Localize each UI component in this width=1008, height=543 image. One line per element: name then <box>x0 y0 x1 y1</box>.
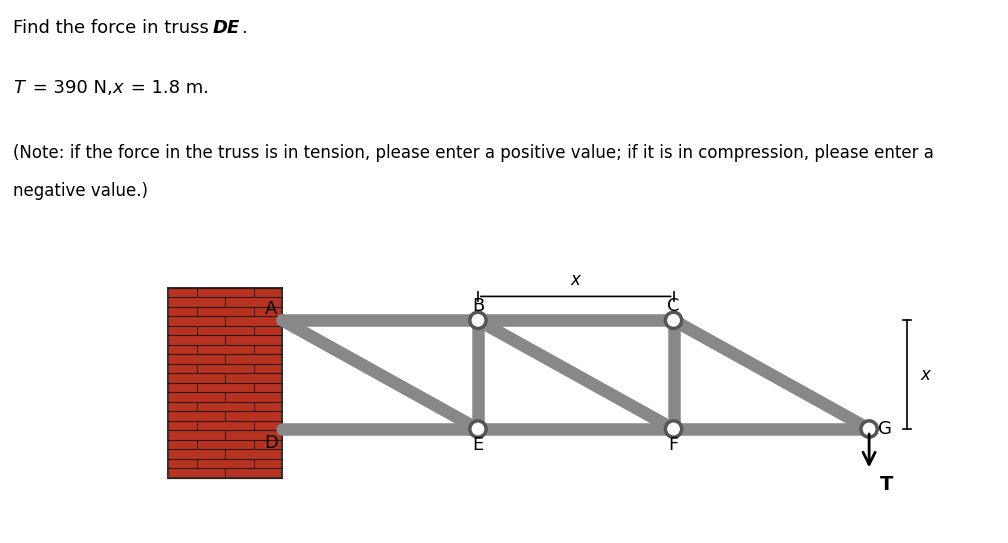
Text: x: x <box>113 79 124 97</box>
Text: C: C <box>667 297 679 315</box>
Circle shape <box>470 421 486 437</box>
Text: E: E <box>473 436 484 454</box>
Text: (Note: if the force in the truss is in tension, please enter a positive value; i: (Note: if the force in the truss is in t… <box>13 144 934 162</box>
Text: x: x <box>920 365 930 384</box>
Text: B: B <box>472 297 484 315</box>
Text: T: T <box>880 475 893 494</box>
Text: Find the force in truss: Find the force in truss <box>13 19 215 37</box>
Text: .: . <box>241 19 247 37</box>
Text: F: F <box>668 436 678 454</box>
Text: G: G <box>878 420 892 438</box>
Text: x: x <box>571 271 581 289</box>
Circle shape <box>861 421 877 437</box>
Text: A: A <box>265 300 277 319</box>
Text: = 1.8 m.: = 1.8 m. <box>125 79 209 97</box>
Circle shape <box>665 421 681 437</box>
Bar <box>168 288 282 478</box>
Text: negative value.): negative value.) <box>13 182 148 200</box>
Text: DE: DE <box>213 19 240 37</box>
Circle shape <box>665 312 681 329</box>
Text: = 390 N,: = 390 N, <box>27 79 119 97</box>
Text: D: D <box>264 434 278 452</box>
Text: T: T <box>13 79 24 97</box>
Circle shape <box>470 312 486 329</box>
